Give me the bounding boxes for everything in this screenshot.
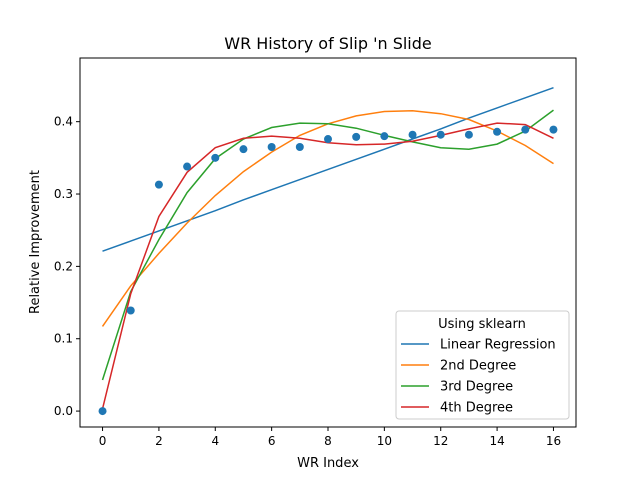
x-tick-label: 14 xyxy=(489,434,504,448)
scatter-point xyxy=(239,145,248,154)
x-axis-label: WR Index xyxy=(297,456,359,471)
scatter-point xyxy=(521,125,530,134)
scatter-point xyxy=(380,132,389,141)
x-tick-label: 16 xyxy=(546,434,561,448)
legend-entry-label: Linear Regression xyxy=(440,338,556,353)
x-tick-label: 4 xyxy=(211,434,219,448)
scatter-point xyxy=(324,135,332,144)
scatter-point xyxy=(464,130,473,139)
x-tick-label: 10 xyxy=(377,434,392,448)
scatter-point xyxy=(267,142,276,151)
scatter-point xyxy=(408,130,417,139)
scatter-point xyxy=(295,142,304,151)
y-tick-label: 0.3 xyxy=(54,187,73,201)
legend-entry-label: 4th Degree xyxy=(440,401,513,416)
scatter-point xyxy=(493,127,502,136)
legend-frame xyxy=(395,310,570,420)
legend-entry-label: 3rd Degree xyxy=(440,380,513,395)
scatter-point xyxy=(183,162,192,171)
y-tick-label: 0.2 xyxy=(54,259,73,273)
legend-title: Using sklearn xyxy=(438,317,526,332)
scatter-points xyxy=(98,125,558,416)
x-tick-label: 0 xyxy=(99,434,107,448)
y-tick-label: 0.1 xyxy=(54,332,73,346)
legend-entries: Linear Regression 2nd Degree 3rd Degree 4th… xyxy=(401,338,556,416)
x-axis-ticks: 0 2 4 6 8 10 12 14 16 xyxy=(99,427,561,448)
scatter-point xyxy=(154,180,163,189)
y-axis-ticks: 0.0 0.1 0.2 0.3 0.4 xyxy=(54,115,80,418)
chart-title: WR History of Slip 'n Slide xyxy=(224,34,432,53)
scatter-point xyxy=(126,306,135,315)
scatter-point xyxy=(436,130,445,139)
scatter-point xyxy=(98,407,107,416)
legend-entry-label: 2nd Degree xyxy=(440,359,516,374)
scatter-point xyxy=(211,153,220,162)
y-axis-label: Relative Improvement xyxy=(28,170,43,314)
scatter-point xyxy=(352,132,361,141)
y-tick-label: 0.4 xyxy=(54,115,73,129)
series-line-2 xyxy=(101,109,554,381)
x-tick-label: 12 xyxy=(433,434,448,448)
x-tick-label: 6 xyxy=(268,434,276,448)
scatter-point xyxy=(549,125,558,134)
x-tick-label: 2 xyxy=(155,434,163,448)
y-tick-label: 0.0 xyxy=(54,404,73,418)
legend: Using sklearn Linear Regression 2nd Degre… xyxy=(395,310,570,420)
x-tick-label: 8 xyxy=(324,434,332,448)
series-line-0 xyxy=(102,86,554,252)
